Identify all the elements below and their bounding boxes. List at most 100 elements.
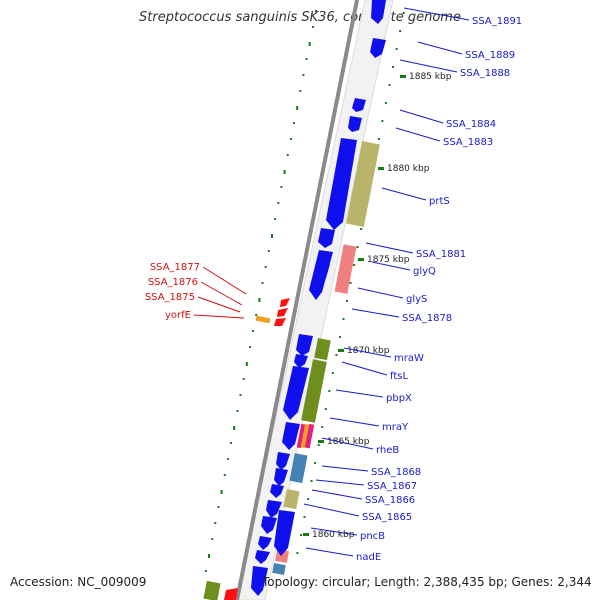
cog-bar-prtS [346, 141, 380, 227]
gene-label[interactable]: SSA_1891 [472, 16, 522, 27]
cog-bar-bottom-olive [203, 580, 221, 600]
scale-label: 1885 kbp [409, 72, 452, 82]
gene-label[interactable]: SSA_1868 [371, 467, 421, 478]
cog-bar-mraY-b [300, 423, 310, 449]
cds-SSA_1878-a [315, 262, 330, 282]
label-leader-line [335, 389, 384, 398]
gene-label[interactable]: ftsL [390, 371, 408, 382]
gene-label[interactable]: SSA_1881 [416, 249, 466, 260]
rna-yorfE [255, 315, 271, 324]
tick-mark [264, 266, 267, 268]
tick-mark [211, 538, 214, 540]
gene-label[interactable]: SSA_1884 [446, 119, 496, 130]
gene-label[interactable]: SSA_1877 [150, 262, 200, 273]
label-leader-line [200, 281, 243, 306]
gene-label[interactable]: prtS [429, 196, 450, 207]
tick-mark [392, 66, 394, 68]
cds-SSA_1883 [348, 116, 362, 132]
tick-mark [233, 426, 236, 430]
tick-mark [353, 264, 356, 266]
tick-mark [349, 282, 352, 284]
tick-mark [230, 442, 233, 444]
cds-bottom [251, 566, 268, 596]
gene-label[interactable]: yorfE [165, 310, 191, 321]
cds-mraY [282, 422, 300, 450]
tick-mark [331, 372, 334, 374]
major-tick [338, 349, 344, 352]
accession-text: Accession: NC_009009 [10, 575, 147, 589]
label-leader-line [403, 7, 470, 21]
tick-mark [338, 336, 341, 338]
scale-label: 1875 kbp [367, 255, 410, 265]
tick-mark [293, 122, 295, 124]
label-leader-line [329, 417, 380, 427]
gene-label[interactable]: SSA_1866 [365, 495, 415, 506]
tick-mark [328, 390, 331, 392]
cog-bar-pbpX [301, 359, 327, 423]
tick-mark [296, 552, 299, 554]
gene-label[interactable]: nadE [356, 552, 381, 563]
gene-label[interactable]: SSA_1883 [443, 137, 493, 148]
cds-prtS [326, 138, 357, 230]
outer-tick-marks [204, 10, 317, 572]
backbone-line [235, 0, 359, 600]
gene-label[interactable]: glyS [406, 294, 427, 305]
label-leader-line [417, 41, 463, 55]
gene-label[interactable]: glyQ [413, 266, 436, 277]
gene-label[interactable]: rheB [376, 445, 399, 456]
tick-mark [236, 410, 239, 412]
cog-bar-SSA_1866 [283, 489, 300, 510]
cog-bar-rheB [304, 423, 315, 449]
gene-label[interactable]: SSA_1889 [465, 50, 515, 61]
tick-mark [303, 516, 306, 518]
cog-bar-SSA_1868 [289, 453, 308, 484]
label-leader-line [311, 489, 363, 500]
tick-mark [226, 458, 229, 460]
cog-bar-mraY-a [296, 423, 306, 449]
tick-mark [342, 318, 345, 320]
tick-mark [399, 30, 402, 32]
tick-mark [258, 298, 261, 302]
tick-mark [402, 12, 405, 14]
tick-mark [346, 300, 348, 302]
cds-SSA_1884 [352, 98, 366, 112]
tick-mark [381, 120, 384, 122]
tick-mark [307, 498, 310, 500]
gene-label[interactable]: SSA_1888 [460, 68, 510, 79]
scale-label: 1870 kbp [347, 346, 390, 356]
gene-label[interactable]: pncB [360, 531, 385, 542]
cds-SSA_1866 [266, 500, 282, 518]
tick-mark [239, 394, 242, 396]
tick-mark [252, 330, 255, 332]
cog-bar-glyQ [334, 244, 357, 294]
tick-mark [249, 346, 251, 348]
label-leader-line [305, 547, 354, 557]
label-leader-line [381, 187, 427, 201]
label-leader-line [399, 109, 444, 124]
gene-label[interactable]: SSA_1876 [148, 277, 198, 288]
cds-SSA_1889 [370, 38, 386, 58]
tick-mark [217, 506, 220, 508]
label-leader-line [365, 242, 414, 254]
label-leader-line [399, 59, 458, 73]
gene-label[interactable]: SSA_1867 [367, 481, 417, 492]
tick-mark [277, 202, 280, 204]
cds-SSA_1867 [270, 484, 284, 498]
label-leader-line [357, 287, 404, 299]
cds-SSA_1891 [371, 0, 386, 24]
tick-mark [296, 106, 299, 110]
gene-label[interactable]: SSA_1878 [402, 313, 452, 324]
gene-label[interactable]: mraW [394, 353, 424, 364]
tick-mark [214, 522, 217, 524]
cog-bar-mraW [314, 338, 331, 361]
tick-mark [204, 570, 207, 572]
gene-label[interactable]: pbpX [386, 393, 412, 404]
label-leader-line [315, 479, 365, 486]
cds-pbpX [283, 366, 309, 420]
tick-mark [267, 250, 270, 252]
tick-mark [384, 102, 387, 104]
tick-mark [274, 218, 277, 220]
gene-label[interactable]: SSA_1865 [362, 512, 412, 523]
gene-label[interactable]: mraY [382, 422, 409, 433]
gene-label[interactable]: SSA_1875 [145, 292, 195, 303]
